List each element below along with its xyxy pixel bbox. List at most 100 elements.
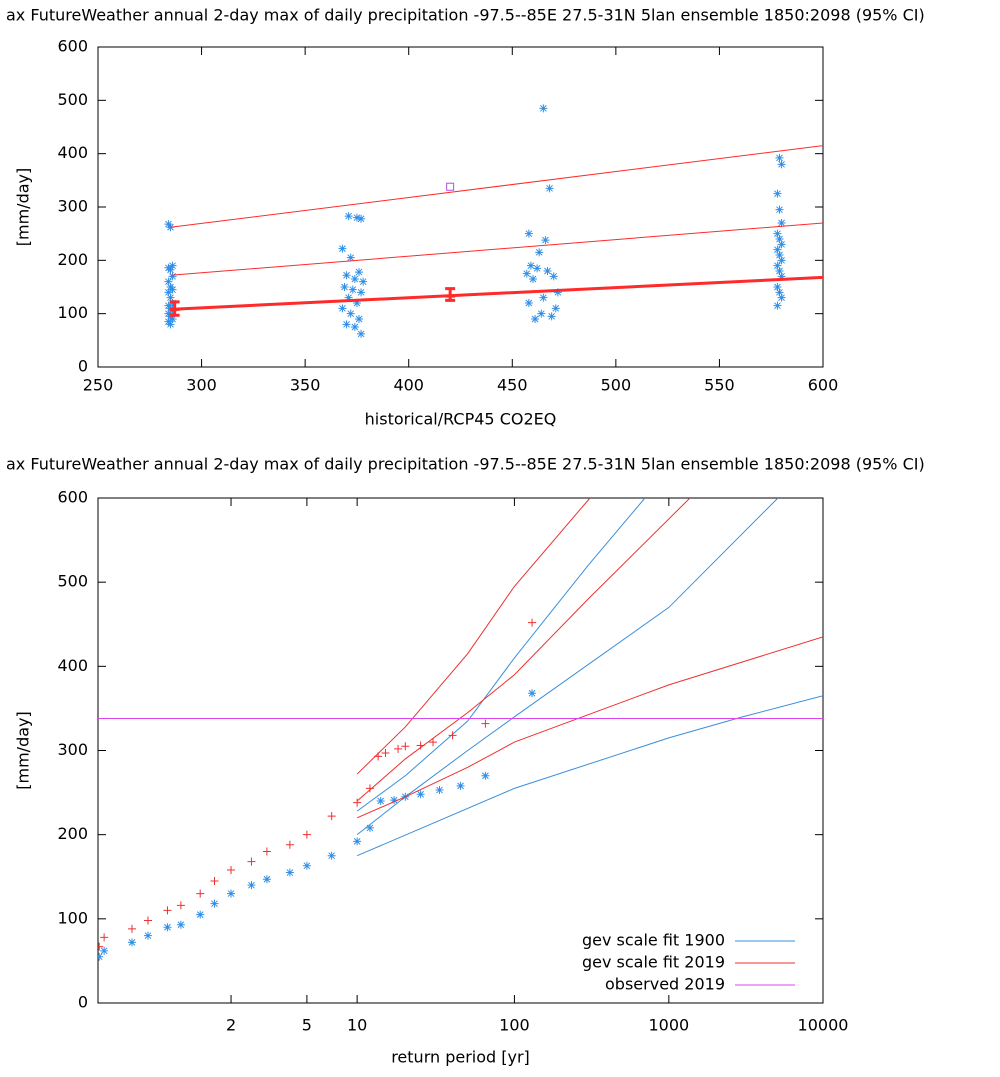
point [524,229,533,238]
x-tick-label: 10000 [798,1016,849,1035]
point [537,309,546,318]
y-tick-label: 500 [57,572,88,591]
plot-area [98,498,823,961]
point [539,104,548,113]
point [535,248,544,257]
point [773,261,782,270]
point [529,275,537,283]
point [390,796,399,805]
point [541,236,550,245]
point [777,293,786,302]
y-tick-label: 200 [57,824,88,843]
point [545,184,554,193]
point [773,283,782,291]
point [327,812,336,821]
point [528,618,537,627]
y-tick-label: 600 [57,37,88,56]
point [528,689,537,698]
point [355,315,363,323]
x-tick-label: 5 [302,1016,312,1035]
x-tick-label: 550 [704,376,735,395]
y-axis-label: [mm/day] [14,168,33,246]
point [539,293,548,302]
chart-title: ax FutureWeather annual 2-day max of dai… [6,6,925,25]
point [262,875,271,884]
x-tick-label: 450 [497,376,528,395]
point [435,786,444,795]
x-axis-label: historical/RCP45 CO2EQ [365,410,557,429]
point [163,923,172,932]
fit-line [170,145,823,228]
point [394,744,403,753]
point [164,288,173,297]
point [166,223,175,232]
point [777,272,786,281]
point [350,275,359,283]
y-axis-label: [mm/day] [14,711,33,789]
point [302,861,311,870]
point [166,265,175,274]
point [196,910,205,919]
y-tick-label: 0 [78,993,88,1012]
point [344,212,353,221]
point [340,283,349,291]
point [227,866,236,875]
legend-label: gev scale fit 2019 [582,953,725,972]
point [777,256,786,265]
point [98,942,104,951]
plot-frame [97,497,824,1004]
point [247,857,256,866]
y-tick-label: 100 [57,303,88,322]
point [143,916,152,925]
y-tick-label: 400 [57,143,88,162]
y-tick-label: 600 [57,488,88,507]
point [143,931,152,940]
point [227,889,236,898]
point [176,920,185,929]
point [481,719,490,728]
point [381,749,390,758]
point [365,823,374,832]
point [777,160,786,169]
point [338,304,347,313]
x-tick-label: 2 [226,1016,236,1035]
point [526,261,535,270]
point [522,269,531,278]
chart-title: ax FutureWeather annual 2-day max of dai… [6,455,925,474]
x-tick-label: 300 [186,376,217,395]
point [164,220,173,229]
point [401,742,410,751]
point [127,938,136,947]
plot-area [164,104,823,338]
point [355,268,363,277]
point [210,876,219,885]
y-tick-label: 500 [57,90,88,109]
point [416,790,425,799]
point [775,153,784,162]
point [775,251,784,259]
point [549,272,558,281]
point [773,301,782,310]
point [168,307,177,315]
point [176,901,185,910]
legend-label: gev scale fit 1900 [582,931,725,950]
point [346,309,355,318]
point [166,320,175,329]
point [342,320,351,329]
point [100,933,109,942]
x-tick-label: 1000 [648,1016,689,1035]
point [344,293,353,302]
point [481,771,490,780]
y-tick-label: 200 [57,250,88,269]
point [285,868,294,877]
point [446,182,455,191]
point [342,271,351,280]
point [775,288,784,297]
point [533,264,542,273]
point [448,731,457,740]
point [100,946,109,955]
point [353,798,362,807]
point [531,315,540,323]
y-tick-label: 300 [57,197,88,216]
point [777,240,786,249]
